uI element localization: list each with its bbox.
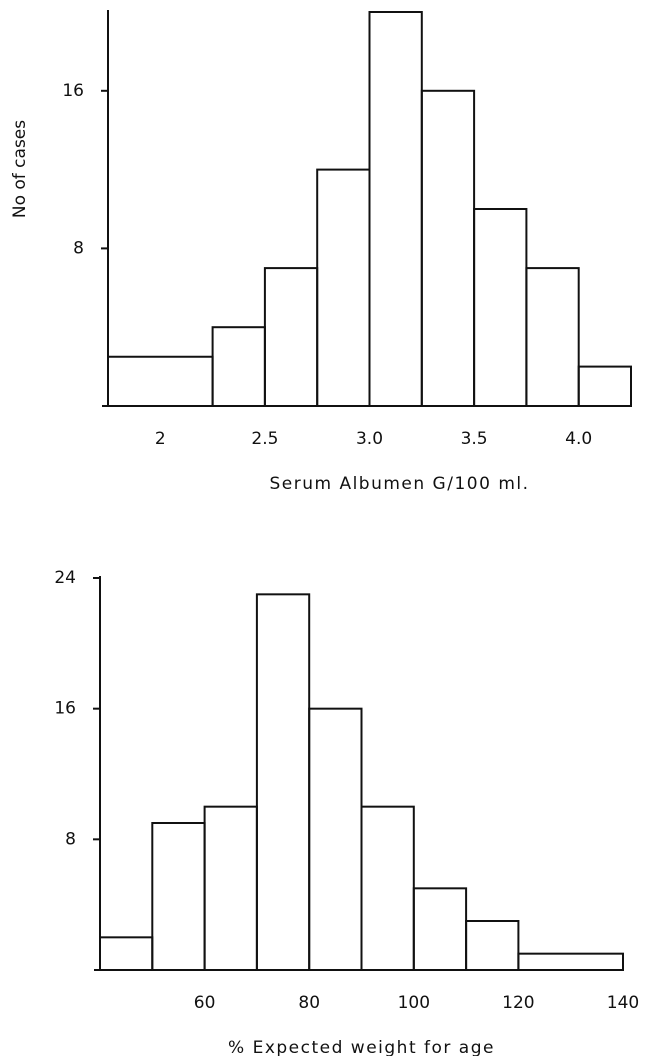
- bar: [577, 365, 633, 408]
- x-tick-label: 60: [194, 993, 216, 1013]
- bar: [517, 952, 625, 972]
- x-tick-label: 3.0: [356, 429, 383, 449]
- bar: [308, 707, 363, 972]
- x-tick-label: 2.5: [251, 429, 278, 449]
- x-tick-label: 3.5: [461, 429, 488, 449]
- x-tick-label: 140: [607, 993, 639, 1013]
- y-tick-label: 16: [54, 699, 76, 719]
- x-axis-label: % Expected weight for age: [228, 1038, 495, 1056]
- bar: [465, 920, 520, 971]
- bar: [107, 355, 214, 407]
- bar: [525, 267, 580, 407]
- y-tick-label: 16: [62, 81, 84, 101]
- x-axis-label: Serum Albumen G/100 ml.: [269, 474, 529, 494]
- bar: [151, 822, 206, 971]
- bar: [263, 267, 319, 407]
- y-axis-label: No of cases: [10, 120, 30, 218]
- bar: [211, 326, 266, 408]
- y-tick-label: 24: [54, 568, 76, 588]
- x-tick-label: 80: [298, 993, 320, 1013]
- x-tick-label: 120: [502, 993, 534, 1013]
- bar: [360, 805, 415, 972]
- bar: [316, 168, 371, 407]
- bar: [99, 936, 154, 971]
- x-tick-label: 2: [155, 429, 166, 449]
- bar: [203, 805, 258, 972]
- bar: [412, 887, 468, 971]
- y-tick-label: 8: [65, 829, 76, 849]
- bar: [420, 89, 476, 408]
- bar: [255, 593, 311, 971]
- y-tick-label: 8: [73, 238, 84, 258]
- x-tick-label: 4.0: [565, 429, 592, 449]
- bar: [473, 208, 528, 407]
- bar: [368, 11, 423, 407]
- x-tick-label: 100: [398, 993, 430, 1013]
